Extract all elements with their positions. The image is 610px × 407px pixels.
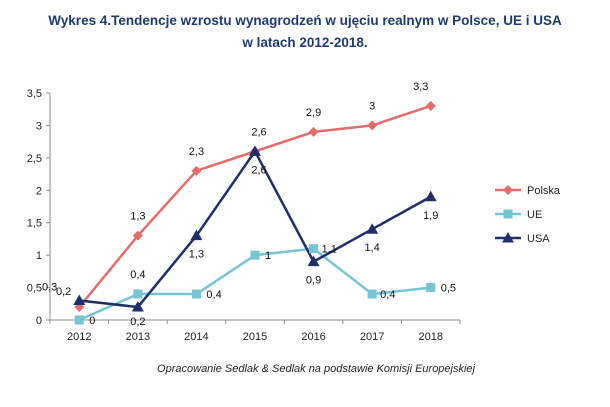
chart-title-line2: w latach 2012-2018. — [241, 35, 367, 50]
y-tick-label: 3,5 — [27, 88, 42, 100]
data-label-ue-2012: 0 — [89, 315, 95, 327]
data-labels: 0,21,32,32,62,933,300,40,411,10,40,50,30… — [42, 81, 456, 328]
data-label-polska-2012: 0,2 — [56, 286, 71, 298]
data-label-usa-2014: 1,3 — [189, 249, 204, 261]
y-tick-label: 2,5 — [27, 153, 42, 165]
data-label-usa-2012: 0,3 — [42, 282, 57, 294]
point-ue-2012 — [74, 315, 84, 325]
point-polska-2018 — [425, 100, 436, 111]
x-tick-label: 2014 — [184, 331, 208, 343]
series-markers — [73, 100, 437, 325]
point-ue-2018 — [426, 283, 436, 293]
data-label-usa-2018: 1,9 — [423, 210, 438, 222]
point-polska-2016 — [308, 126, 319, 137]
data-label-ue-2014: 0,4 — [206, 289, 221, 301]
legend: Polska UE USA — [495, 185, 561, 245]
y-tick-label: 2 — [36, 185, 42, 197]
data-label-ue-2016: 1,1 — [322, 244, 337, 256]
x-tick-label: 2015 — [243, 331, 267, 343]
point-usa-2013 — [131, 301, 144, 312]
legend-label-ue: UE — [527, 209, 542, 221]
data-label-ue-2013: 0,4 — [130, 269, 145, 281]
point-usa-2015 — [249, 145, 261, 156]
data-label-polska-2015: 2,6 — [251, 126, 266, 138]
point-polska-2017 — [367, 120, 378, 131]
x-tick-label: 2013 — [126, 331, 150, 343]
data-label-polska-2013: 1,3 — [130, 211, 145, 223]
data-label-usa-2016: 0,9 — [306, 275, 321, 287]
legend-label-usa: USA — [527, 233, 550, 245]
x-tick-label: 2018 — [418, 331, 442, 343]
point-ue-2016 — [309, 244, 319, 254]
data-label-polska-2016: 2,9 — [306, 107, 321, 119]
y-tick-label: 3 — [36, 120, 42, 132]
data-label-polska-2014: 2,3 — [189, 146, 204, 158]
x-tick-label: 2016 — [301, 331, 325, 343]
point-ue-2014 — [191, 289, 201, 299]
point-usa-2014 — [190, 229, 203, 241]
chart-title-line1: Wykres 4.Tendencje wzrostu wynagrodzeń w… — [48, 13, 562, 28]
data-label-ue-2017: 0,4 — [380, 289, 395, 301]
chart-axes: 0 0,5 1 1,5 2 2,5 3 3,5 2012 2013 2014 2015 2016 2017… — [27, 88, 461, 343]
data-label-ue-2015: 1 — [265, 250, 271, 262]
point-usa-2016 — [307, 255, 320, 267]
point-usa-2017 — [366, 223, 379, 234]
data-label-polska-2018: 3,3 — [413, 81, 428, 93]
legend-marker-usa — [502, 232, 514, 243]
data-label-polska-2017: 3 — [369, 100, 375, 112]
legend-label-polska: Polska — [527, 185, 561, 197]
point-polska-2013 — [132, 230, 143, 241]
point-ue-2015 — [250, 250, 260, 260]
point-polska-2014 — [191, 165, 202, 176]
y-tick-label: 1,5 — [27, 218, 42, 230]
legend-marker-polska — [503, 185, 513, 195]
data-label-usa-2013: 0,2 — [130, 316, 145, 328]
x-tick-label: 2012 — [67, 331, 91, 343]
y-tick-label: 0,5 — [27, 283, 42, 295]
source-note: Opracowanie Sedlak & Sedlak na podstawie… — [157, 363, 476, 375]
point-ue-2013 — [133, 289, 143, 299]
point-usa-2018 — [424, 190, 437, 202]
data-label-usa-2015: 2,6 — [251, 164, 266, 176]
data-label-usa-2017: 1,4 — [364, 242, 379, 254]
y-tick-label: 0 — [36, 315, 42, 327]
data-label-ue-2018: 0,5 — [441, 283, 456, 295]
legend-marker-ue — [503, 209, 513, 219]
x-tick-label: 2017 — [360, 331, 384, 343]
y-tick-label: 1 — [36, 250, 42, 262]
point-usa-2012 — [73, 294, 86, 306]
point-ue-2017 — [367, 289, 377, 299]
